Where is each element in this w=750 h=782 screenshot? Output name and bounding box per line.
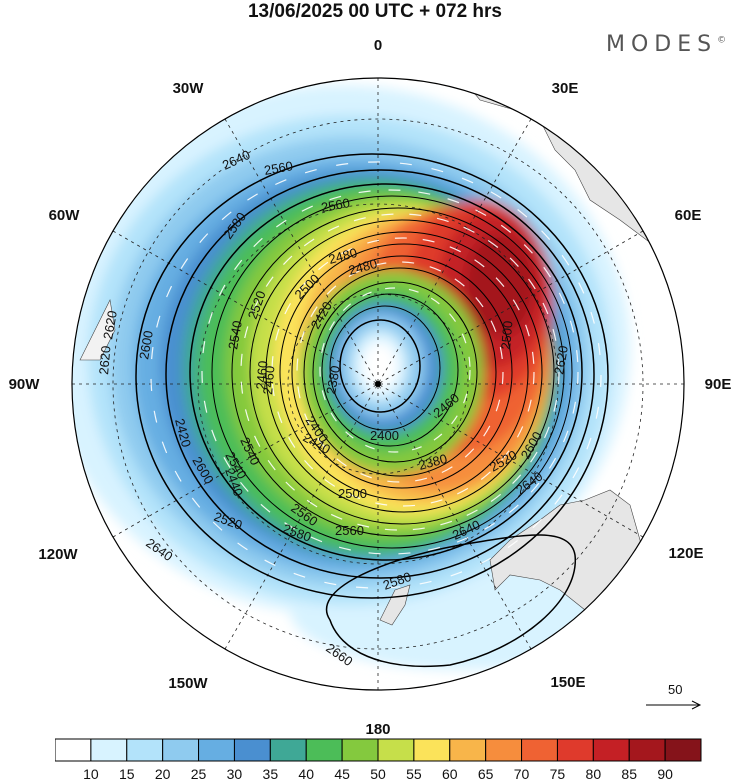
- colorbar-swatch: [126, 738, 164, 762]
- colorbar-swatch: [592, 738, 630, 762]
- colorbar-swatch: [628, 738, 666, 762]
- colorbar-label: 80: [586, 766, 602, 782]
- contour-label: 2600: [136, 329, 156, 360]
- lon-label-30e: 30E: [552, 80, 579, 97]
- colorbar-label: 10: [83, 766, 99, 782]
- lon-label-150e: 150E: [550, 674, 585, 691]
- colorbar-swatch: [521, 738, 558, 762]
- colorbar-swatch: [305, 738, 343, 762]
- contour-label: 2380: [323, 364, 343, 395]
- pole-marker: [375, 381, 381, 387]
- colorbar-swatch: [233, 738, 271, 762]
- colorbar-swatch: [413, 738, 451, 762]
- colorbar-labels: 10 15 20 25 30 35 40 45 50 55 60 65 70 75 80 85 90: [83, 766, 673, 782]
- colorbar-swatch: [269, 738, 307, 762]
- colorbar-label: 40: [298, 766, 314, 782]
- contour-label: 2620: [96, 345, 113, 375]
- colorbar-label: 60: [442, 766, 458, 782]
- colorbar-label: 20: [155, 766, 171, 782]
- wind-reference-value: 50: [668, 682, 682, 697]
- lon-label-60e: 60E: [675, 207, 702, 224]
- colorbar-label: 90: [657, 766, 673, 782]
- contour-label: 2460: [260, 365, 277, 395]
- colorbar-boxes: [55, 738, 702, 762]
- lon-label-30w: 30W: [173, 80, 205, 97]
- colorbar-swatch: [377, 738, 415, 762]
- colorbar-swatch: [162, 738, 200, 762]
- lon-label-0: 0: [374, 37, 382, 54]
- lon-label-90w: 90W: [9, 376, 41, 393]
- lon-label-180: 180: [365, 721, 390, 738]
- contour-label: 2620: [100, 309, 120, 340]
- copyright-mark: ©: [717, 35, 727, 46]
- colorbar-swatch: [341, 738, 379, 762]
- contour-label: 2480: [347, 256, 379, 278]
- map-title: 13/06/2025 00 UTC + 072 hrs: [247, 1, 503, 22]
- lon-label-120e: 120E: [668, 545, 703, 562]
- longitude-labels: 0 30E 60E 90E 120E 150E 180 150W 120W 90…: [9, 37, 732, 738]
- colorbar-swatch: [449, 738, 487, 762]
- contour-label: 2560: [335, 523, 364, 538]
- colorbar-swatch: [55, 738, 92, 762]
- colorbar-label: 50: [370, 766, 386, 782]
- colorbar-label: 30: [227, 766, 243, 782]
- colorbar-label: 75: [550, 766, 566, 782]
- map-boundary: [71, 77, 685, 691]
- contour-label: 2500: [498, 320, 515, 350]
- contour-label: 2500: [338, 486, 367, 501]
- colorbar-label: 85: [621, 766, 637, 782]
- height-contours: [135, 153, 609, 667]
- contour-label: 2420: [172, 417, 194, 449]
- brand-name: MODES: [606, 32, 718, 57]
- contour-label: 2400: [370, 428, 399, 443]
- contour-label: 2560: [320, 195, 351, 215]
- colorbar-swatch: [198, 738, 235, 762]
- lon-label-60w: 60W: [49, 207, 81, 224]
- colorbar: 10 15 20 25 30 35 40 45 50 55 60 65 70 75 80 85 90: [55, 738, 702, 782]
- lon-label-150w: 150W: [168, 675, 208, 692]
- colorbar-swatch: [664, 738, 702, 762]
- contour-label: 2480: [327, 245, 359, 267]
- contour-label: 2540: [225, 319, 245, 350]
- contour-label: 2560: [263, 158, 294, 178]
- contour-label: 2380: [417, 451, 449, 473]
- lon-label-90e: 90E: [705, 376, 732, 393]
- colorbar-swatch: [556, 738, 594, 762]
- colorbar-swatch: [485, 738, 523, 762]
- colorbar-label: 65: [478, 766, 494, 782]
- colorbar-label: 55: [406, 766, 422, 782]
- wind-reference: 50: [646, 682, 702, 710]
- brand-logo: MODES©: [606, 32, 726, 57]
- colorbar-label: 35: [263, 766, 279, 782]
- wind-speed-field: [72, 78, 684, 690]
- contour-value-labels: 2640 2620 2600 2580 2560 2540 2520 2500 …: [96, 147, 571, 669]
- colorbar-label: 15: [119, 766, 135, 782]
- colorbar-swatch: [90, 738, 128, 762]
- colorbar-label: 45: [334, 766, 350, 782]
- lon-label-120w: 120W: [38, 546, 78, 563]
- colorbar-label: 70: [514, 766, 530, 782]
- graticule: [72, 78, 684, 690]
- contour-label: 2460: [253, 360, 270, 390]
- arrow-head-icon: [691, 700, 702, 710]
- wind-vectors: [150, 161, 602, 589]
- colorbar-label: 25: [191, 766, 207, 782]
- contour-label: 2620: [551, 344, 571, 375]
